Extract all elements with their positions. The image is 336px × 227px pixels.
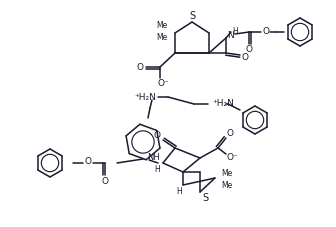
Text: O: O	[101, 177, 109, 185]
Text: O: O	[246, 45, 252, 54]
Text: Me: Me	[156, 22, 168, 30]
Text: O: O	[136, 62, 143, 72]
Text: H: H	[154, 165, 160, 175]
Text: Me: Me	[221, 170, 233, 178]
Text: N: N	[226, 30, 234, 39]
Text: NH: NH	[146, 153, 159, 163]
Text: S: S	[202, 193, 208, 203]
Text: O⁻: O⁻	[226, 153, 238, 163]
Text: O: O	[242, 52, 249, 62]
Text: O: O	[226, 128, 234, 138]
Text: O⁻: O⁻	[157, 79, 169, 89]
Text: Me: Me	[156, 34, 168, 42]
Text: ⁺H₂N: ⁺H₂N	[134, 92, 156, 101]
Text: H: H	[176, 188, 182, 197]
Text: O: O	[262, 27, 269, 35]
Text: ⁺H₂N: ⁺H₂N	[212, 99, 234, 108]
Text: S: S	[189, 11, 195, 21]
Text: O: O	[154, 131, 161, 140]
Text: O: O	[84, 158, 91, 166]
Text: H: H	[232, 27, 238, 35]
Text: Me: Me	[221, 180, 233, 190]
